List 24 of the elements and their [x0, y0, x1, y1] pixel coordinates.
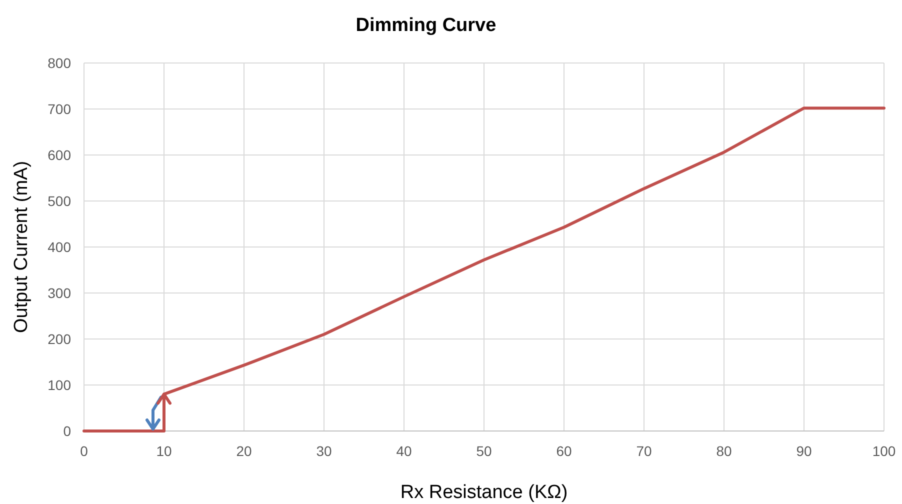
x-tick-label: 50: [476, 443, 492, 459]
x-tick-label: 80: [716, 443, 732, 459]
y-tick-label: 800: [48, 55, 72, 71]
y-tick-label: 700: [48, 101, 72, 117]
y-tick-label: 300: [48, 285, 72, 301]
y-tick-label: 100: [48, 377, 72, 393]
x-tick-label: 0: [80, 443, 88, 459]
x-tick-label: 30: [316, 443, 332, 459]
x-axis-title: Rx Resistance (KΩ): [400, 482, 568, 503]
x-tick-label: 20: [236, 443, 252, 459]
x-tick-label: 40: [396, 443, 412, 459]
y-axis-title: Output Current (mA): [11, 160, 32, 334]
y-tick-label: 500: [48, 193, 72, 209]
x-tick-label: 60: [556, 443, 572, 459]
x-tick-label: 90: [796, 443, 812, 459]
y-tick-label: 600: [48, 147, 72, 163]
y-tick-label: 0: [63, 423, 72, 439]
y-tick-label: 200: [48, 331, 72, 347]
y-tick-label: 400: [48, 239, 72, 255]
x-tick-label: 10: [156, 443, 172, 459]
line-series: [82, 106, 886, 432]
x-tick-label: 70: [636, 443, 652, 459]
chart-title: Dimming Curve: [356, 15, 496, 36]
x-tick-label: 100: [872, 443, 896, 459]
